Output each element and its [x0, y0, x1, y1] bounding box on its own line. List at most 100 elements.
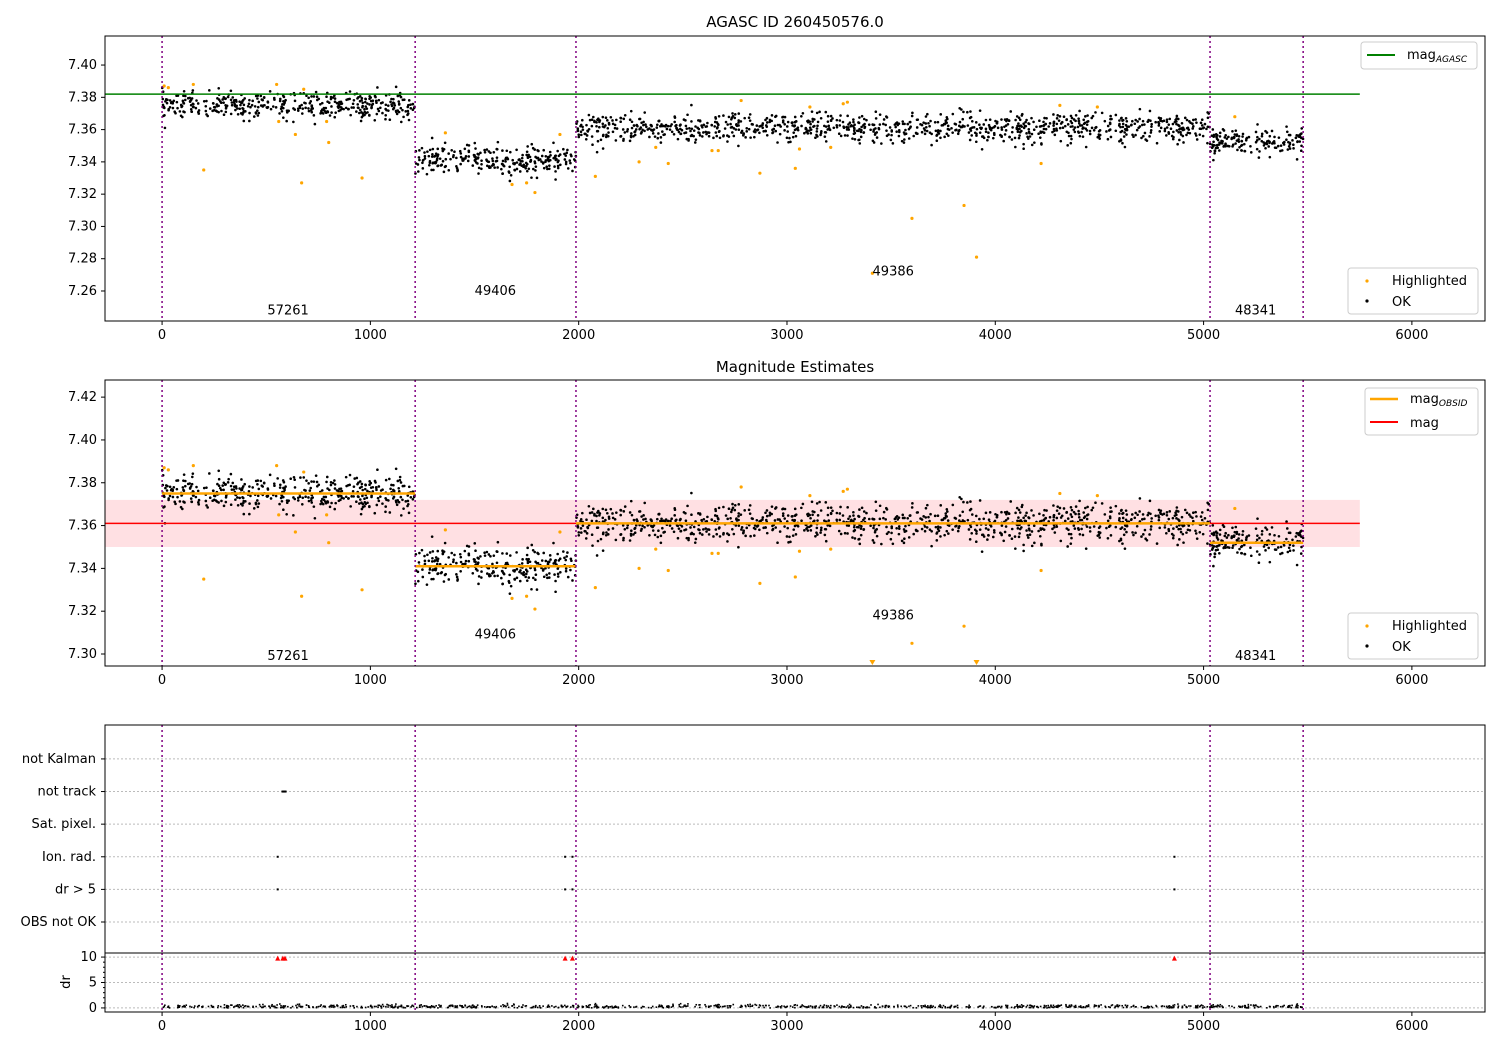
ok-point: [222, 113, 226, 117]
ok-point: [704, 527, 708, 530]
ok-point: [533, 568, 537, 572]
ok-point: [368, 505, 371, 509]
ok-point: [1241, 533, 1244, 537]
ok-point: [252, 507, 256, 510]
ok-point: [1105, 130, 1108, 133]
ok-point: [205, 504, 208, 507]
ok-point: [253, 105, 257, 108]
x-tick-label: 6000: [1395, 1019, 1428, 1034]
dr-point: [909, 1004, 912, 1007]
dr-point: [912, 1006, 914, 1009]
ok-point: [894, 122, 898, 125]
ok-point: [851, 536, 854, 539]
dr-point: [475, 1005, 478, 1008]
dr-point: [418, 1004, 421, 1007]
ok-point: [644, 517, 647, 521]
ok-point: [713, 120, 717, 124]
ok-point: [426, 553, 429, 557]
ok-point: [785, 125, 789, 128]
ok-point: [1055, 122, 1059, 126]
dr-point: [168, 1007, 171, 1009]
ok-point: [432, 168, 435, 172]
ok-point: [630, 120, 634, 124]
ok-point: [1295, 563, 1299, 567]
dr-point: [1177, 1006, 1179, 1009]
ok-point: [474, 549, 477, 552]
ok-point: [455, 156, 458, 160]
ok-point: [436, 153, 440, 156]
dr-point: [201, 1005, 203, 1008]
dr-point: [754, 1003, 756, 1006]
ok-point: [464, 562, 467, 566]
ok-point: [874, 127, 877, 130]
ok-point: [1122, 135, 1126, 138]
dr-point: [1117, 1005, 1120, 1008]
ok-point: [360, 115, 364, 119]
ok-point: [348, 90, 352, 93]
ok-point: [638, 117, 641, 121]
ok-point: [379, 495, 382, 498]
ok-point: [452, 558, 455, 561]
ok-point: [350, 495, 353, 498]
ok-point: [1157, 516, 1161, 519]
ok-point: [1131, 513, 1134, 516]
ok-point: [1027, 137, 1030, 140]
ok-point: [540, 160, 543, 163]
dr-point: [532, 1005, 535, 1008]
ok-point: [171, 488, 175, 492]
ok-point: [914, 131, 918, 135]
dr-point: [705, 1005, 707, 1008]
ok-point: [1014, 511, 1017, 515]
dr-point: [611, 1005, 613, 1008]
ok-point: [845, 524, 849, 527]
ok-point: [1175, 517, 1178, 520]
ok-point: [762, 129, 765, 133]
ok-point: [545, 165, 548, 169]
highlighted-point: [275, 82, 279, 87]
dr-point: [721, 1005, 724, 1008]
x-tick-label: 0: [158, 673, 166, 688]
highlighted-point: [654, 145, 658, 149]
ok-point: [1003, 530, 1007, 534]
dr-point: [395, 1003, 397, 1005]
ok-point: [205, 486, 208, 489]
dr-point: [667, 1005, 669, 1007]
ok-point: [862, 117, 866, 121]
ok-point: [1106, 519, 1110, 523]
dr-point: [1132, 1005, 1135, 1007]
ok-point: [1042, 514, 1045, 517]
ok-point: [786, 514, 790, 517]
ok-point: [793, 524, 797, 528]
ok-point: [846, 114, 849, 118]
ok-point: [320, 499, 323, 503]
ok-point: [897, 516, 901, 519]
dr-point: [557, 1006, 560, 1009]
ok-point: [774, 115, 777, 119]
legend-box: [1347, 612, 1479, 660]
ok-point: [571, 579, 574, 582]
ok-point: [737, 514, 740, 518]
dr-point: [513, 1004, 515, 1006]
ok-point: [632, 518, 636, 522]
ok-point: [1119, 117, 1123, 120]
ok-point: [731, 112, 734, 115]
ok-point: [611, 130, 615, 134]
dr-point: [1199, 1005, 1202, 1007]
ok-point: [404, 110, 408, 113]
ok-point: [894, 516, 898, 519]
ok-point: [1106, 137, 1110, 141]
dr-point: [1056, 1005, 1059, 1007]
y-tick-label: 7.36: [68, 123, 97, 138]
ok-point: [428, 551, 432, 554]
ok-point: [1122, 533, 1126, 537]
ok-point: [672, 132, 676, 136]
ok-point: [659, 519, 662, 523]
ok-point: [1030, 143, 1034, 147]
ok-point: [811, 513, 814, 517]
dr-point: [1259, 1005, 1262, 1008]
ok-point: [1107, 525, 1111, 529]
dr-point: [1126, 1006, 1128, 1009]
dr-point: [607, 1006, 610, 1008]
dr-point: [662, 1007, 665, 1009]
ok-point: [1186, 528, 1190, 532]
